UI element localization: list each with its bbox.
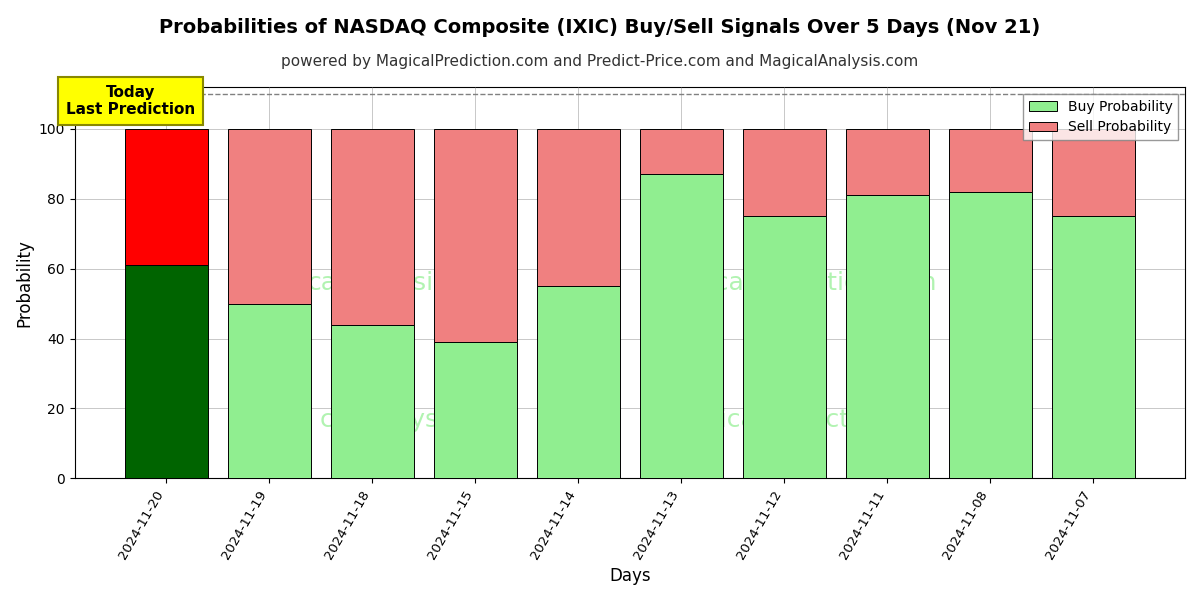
- Bar: [846, 196, 929, 478]
- Bar: [331, 129, 414, 325]
- Bar: [949, 192, 1032, 478]
- Bar: [743, 129, 826, 216]
- Bar: [125, 265, 208, 478]
- Bar: [125, 129, 208, 265]
- Text: calAnalysis.co: calAnalysis.co: [319, 407, 496, 431]
- Text: calAnalysis.com: calAnalysis.com: [307, 271, 508, 295]
- Bar: [228, 304, 311, 478]
- Bar: [640, 129, 722, 175]
- Bar: [1052, 129, 1134, 216]
- Text: MagicalPrediction.co: MagicalPrediction.co: [668, 407, 925, 431]
- Y-axis label: Probability: Probability: [16, 239, 34, 326]
- Bar: [434, 129, 516, 342]
- Bar: [949, 129, 1032, 192]
- Text: Today
Last Prediction: Today Last Prediction: [66, 85, 194, 117]
- Text: Probabilities of NASDAQ Composite (IXIC) Buy/Sell Signals Over 5 Days (Nov 21): Probabilities of NASDAQ Composite (IXIC)…: [160, 18, 1040, 37]
- X-axis label: Days: Days: [610, 567, 650, 585]
- Bar: [743, 216, 826, 478]
- Bar: [331, 325, 414, 478]
- Legend: Buy Probability, Sell Probability: Buy Probability, Sell Probability: [1024, 94, 1178, 140]
- Text: powered by MagicalPrediction.com and Predict-Price.com and MagicalAnalysis.com: powered by MagicalPrediction.com and Pre…: [281, 54, 919, 69]
- Bar: [846, 129, 929, 196]
- Bar: [434, 342, 516, 478]
- Bar: [538, 129, 619, 286]
- Text: MagicalPrediction.com: MagicalPrediction.com: [655, 271, 937, 295]
- Bar: [640, 175, 722, 478]
- Bar: [538, 286, 619, 478]
- Bar: [228, 129, 311, 304]
- Bar: [1052, 216, 1134, 478]
